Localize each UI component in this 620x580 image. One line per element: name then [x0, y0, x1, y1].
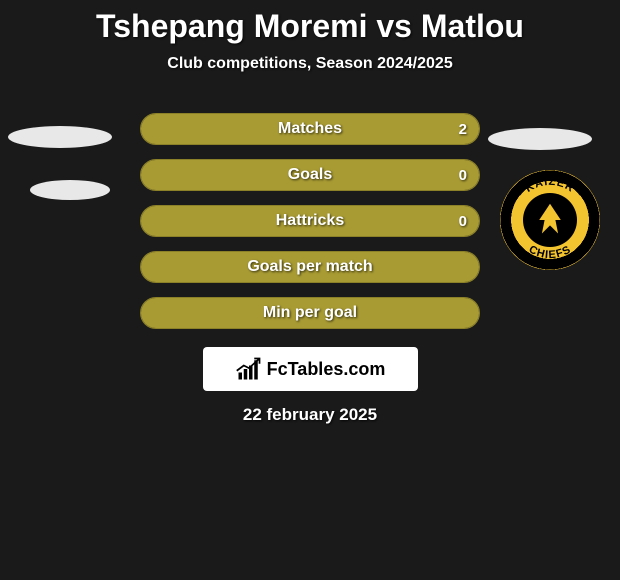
stat-value-right: 0: [459, 213, 467, 230]
stat-label: Hattricks: [276, 212, 344, 230]
stat-bar: Hattricks 0: [140, 205, 480, 237]
stat-bar: Goals per match: [140, 251, 480, 283]
club-badge-right: KAIZER CHIEFS: [500, 170, 600, 270]
badge-ring-text-icon: KAIZER CHIEFS: [500, 170, 600, 270]
stat-bar: Matches 2: [140, 113, 480, 145]
svg-text:CHIEFS: CHIEFS: [527, 243, 574, 261]
stat-label: Goals: [288, 166, 332, 184]
stat-value-right: 2: [459, 121, 467, 138]
stat-label: Goals per match: [247, 258, 372, 276]
svg-text:KAIZER: KAIZER: [523, 176, 576, 195]
snapshot-date: 22 february 2025: [0, 405, 620, 425]
chart-up-icon: [235, 355, 263, 383]
stat-value-right: 0: [459, 167, 467, 184]
player-shadow-ellipse: [8, 126, 112, 148]
page-title: Tshepang Moremi vs Matlou: [0, 0, 620, 45]
stat-label: Matches: [278, 120, 342, 138]
player-shadow-ellipse: [30, 180, 110, 200]
watermark-badge[interactable]: FcTables.com: [203, 347, 418, 391]
player-shadow-ellipse: [488, 128, 592, 150]
page-subtitle: Club competitions, Season 2024/2025: [0, 55, 620, 73]
stat-label: Min per goal: [263, 304, 357, 322]
stat-bar: Min per goal: [140, 297, 480, 329]
stat-bar: Goals 0: [140, 159, 480, 191]
watermark-text: FcTables.com: [267, 359, 386, 380]
